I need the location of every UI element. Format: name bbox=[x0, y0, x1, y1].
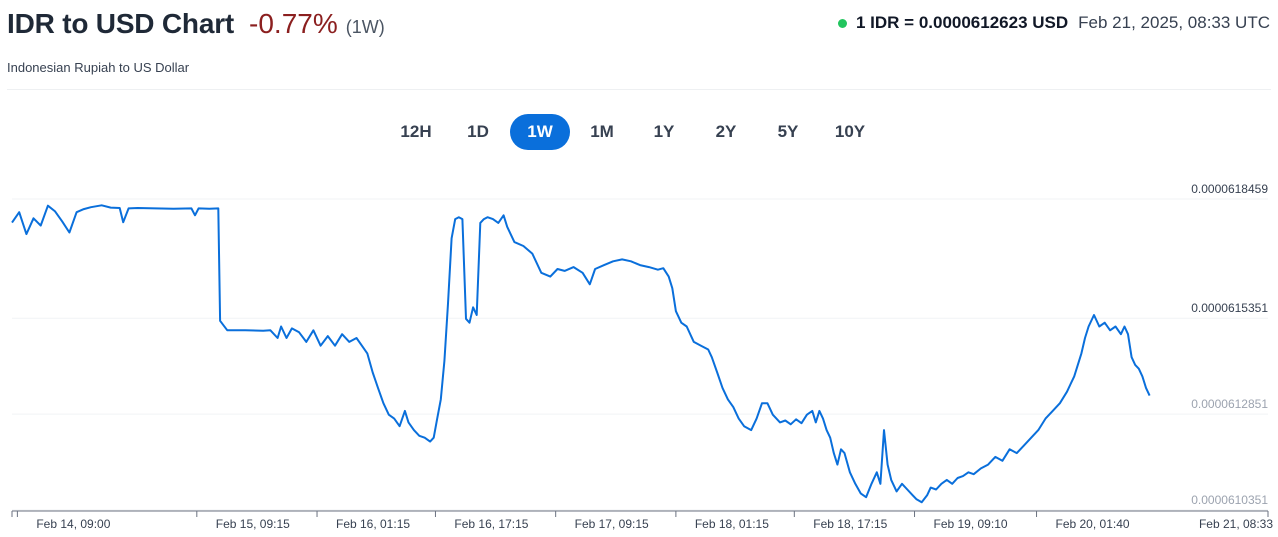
range-button-10y[interactable]: 10Y bbox=[820, 114, 880, 150]
x-tick-label: Feb 16, 17:15 bbox=[454, 517, 528, 531]
y-tick-label: 0.0000612851 bbox=[1191, 397, 1268, 411]
x-tick-label: Feb 20, 01:40 bbox=[1056, 517, 1130, 531]
page-title: IDR to USD Chart bbox=[7, 8, 235, 39]
rate-line bbox=[11, 204, 1151, 504]
range-button-12h[interactable]: 12H bbox=[386, 114, 446, 150]
x-tick-label: Feb 18, 01:15 bbox=[695, 517, 769, 531]
time-range-selector: 12H 1D 1W 1M 1Y 2Y 5Y 10Y bbox=[386, 114, 880, 150]
header-divider bbox=[7, 89, 1271, 90]
x-tick-label: Feb 17, 09:15 bbox=[575, 517, 649, 531]
current-rate: 1 IDR = 0.0000612623 USD bbox=[855, 13, 1069, 32]
y-tick-label: 0.0000615351 bbox=[1191, 301, 1268, 315]
range-button-2y[interactable]: 2Y bbox=[696, 114, 756, 150]
x-tick-label: Feb 15, 09:15 bbox=[216, 517, 290, 531]
x-tick-label: Feb 16, 01:15 bbox=[336, 517, 410, 531]
change-period: (1W) bbox=[345, 17, 385, 37]
page-subtitle: Indonesian Rupiah to US Dollar bbox=[7, 60, 190, 75]
live-status-icon bbox=[837, 18, 847, 28]
range-button-1y[interactable]: 1Y bbox=[634, 114, 694, 150]
y-tick-label: 0.0000610351 bbox=[1191, 493, 1268, 507]
x-tick-label: Feb 18, 17:15 bbox=[813, 517, 887, 531]
range-button-5y[interactable]: 5Y bbox=[758, 114, 818, 150]
x-tick-label: Feb 19, 09:10 bbox=[933, 517, 1007, 531]
range-button-1d[interactable]: 1D bbox=[448, 114, 508, 150]
title-row: IDR to USD Chart -0.77% (1W) bbox=[7, 8, 385, 40]
y-tick-label: 0.0000618459 bbox=[1191, 182, 1268, 196]
range-button-1m[interactable]: 1M bbox=[572, 114, 632, 150]
change-percent: -0.77% bbox=[249, 8, 338, 39]
range-button-1w[interactable]: 1W bbox=[510, 114, 570, 150]
live-rate: 1 IDR = 0.0000612623 USD Feb 21, 2025, 0… bbox=[837, 13, 1270, 33]
x-tick-label: Feb 21, 08:33 bbox=[1199, 517, 1273, 531]
x-tick-label: Feb 14, 09:00 bbox=[36, 517, 110, 531]
rate-timestamp: Feb 21, 2025, 08:33 UTC bbox=[1078, 13, 1270, 32]
